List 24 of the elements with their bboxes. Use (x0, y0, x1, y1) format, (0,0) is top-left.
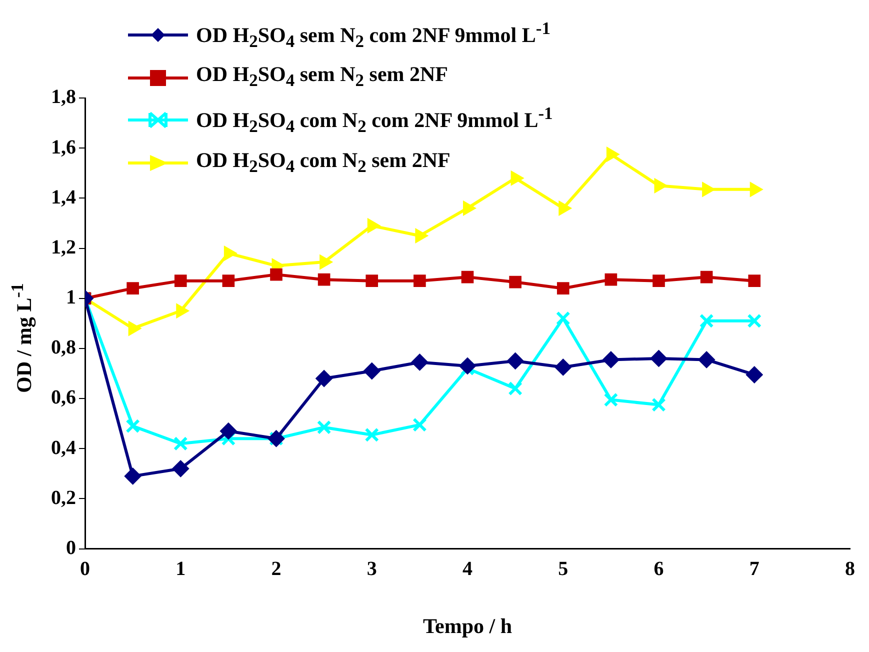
x-tick-label: 4 (462, 558, 472, 580)
x-tick-label: 0 (80, 558, 90, 580)
x-tick-label: 2 (271, 558, 282, 580)
x-tick-label: 1 (176, 558, 186, 580)
y-tick-label: 0 (66, 536, 76, 559)
y-tick-label: 1,4 (51, 186, 76, 208)
y-tick-label: 0,6 (51, 386, 76, 409)
legend-label: OD H$_{2}$SO$_{4}$ com N$_{2}$ com 2NF 9mmol L$^{-1}$ (196, 102, 553, 139)
x-tick-label: 5 (558, 558, 568, 580)
x-tick-label: 3 (366, 558, 377, 580)
y-tick-label: 1,8 (51, 86, 76, 108)
x-tick-label: 8 (845, 558, 855, 580)
y-tick-label: 0,2 (51, 486, 76, 509)
legend-label: OD H$_{2}$SO$_{4}$ sem N$_{2}$ sem 2NF (196, 61, 448, 92)
legend-label: OD H$_{2}$SO$_{4}$ com N$_{2}$ sem 2NF (196, 146, 450, 178)
x-tick-label: 7 (749, 558, 760, 580)
y-tick-label: 0,8 (51, 336, 76, 359)
x-axis-title: Tempo / h (422, 614, 512, 638)
y-tick-label: 1 (66, 286, 76, 309)
legend-label: OD H$_{2}$SO$_{4}$ sem N$_{2}$ com 2NF 9mmol L$^{-1}$ (196, 17, 550, 54)
y-tick-label: 0,4 (51, 436, 76, 459)
x-tick-label: 6 (654, 558, 664, 580)
y-tick-label: 1,6 (51, 136, 76, 158)
y-tick-label: 1,2 (51, 236, 76, 258)
